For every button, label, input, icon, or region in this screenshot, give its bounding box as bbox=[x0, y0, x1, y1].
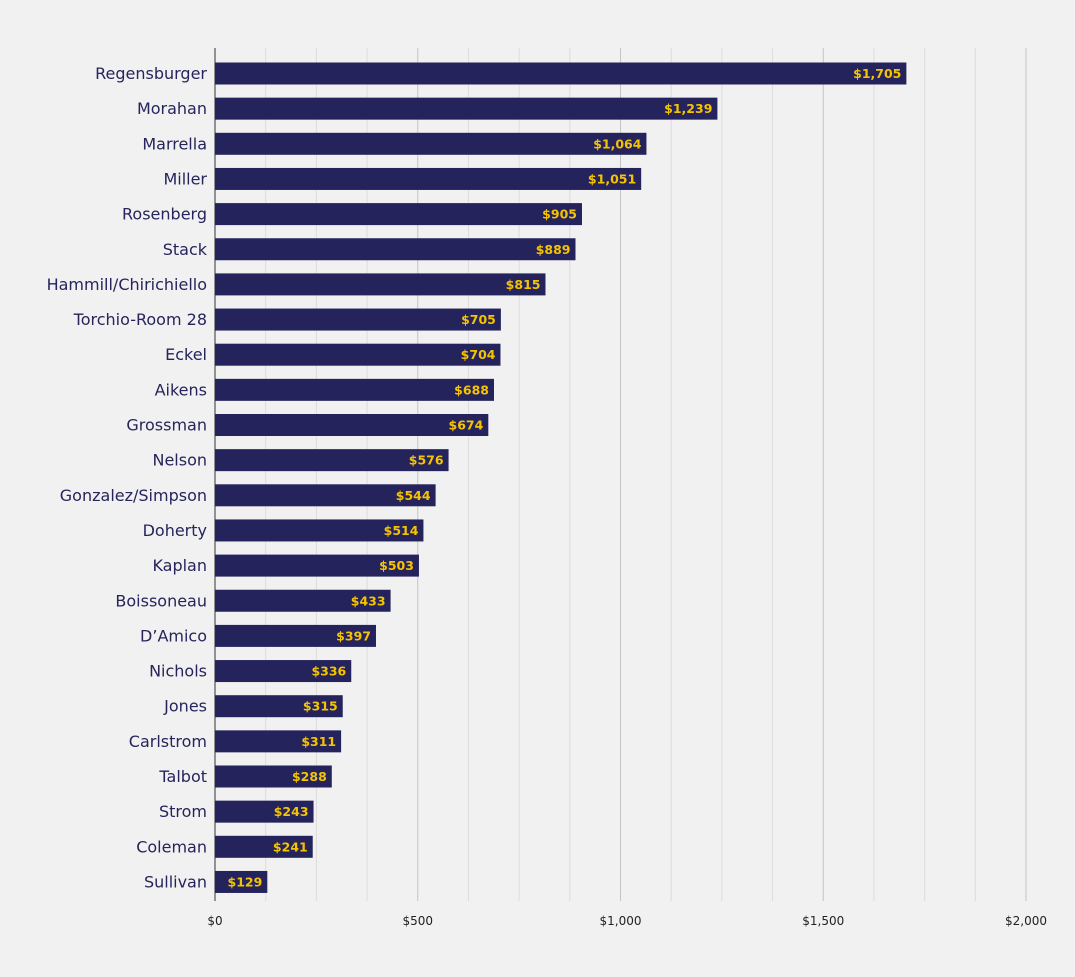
category-label: Nichols bbox=[149, 662, 207, 681]
x-tick-label: $1,000 bbox=[600, 914, 642, 928]
bar-value-label: $544 bbox=[396, 488, 431, 503]
x-tick-label: $1,500 bbox=[802, 914, 844, 928]
bar bbox=[215, 554, 419, 577]
bar-value-label: $674 bbox=[449, 418, 484, 433]
x-tick-label: $500 bbox=[402, 914, 433, 928]
bar bbox=[215, 378, 494, 401]
bar bbox=[215, 132, 647, 155]
bar-value-label: $397 bbox=[336, 628, 371, 643]
bar-value-label: $288 bbox=[292, 769, 327, 784]
bar-value-label: $704 bbox=[461, 347, 496, 362]
bar-value-label: $688 bbox=[454, 382, 489, 397]
category-label: Sullivan bbox=[144, 872, 207, 891]
category-label: Rosenberg bbox=[122, 205, 207, 224]
bar-value-label: $815 bbox=[506, 277, 541, 292]
bar-value-label: $336 bbox=[311, 664, 346, 679]
bar bbox=[215, 730, 342, 753]
bar-value-label: $243 bbox=[274, 804, 309, 819]
category-label: Nelson bbox=[152, 451, 207, 470]
bar bbox=[215, 765, 332, 788]
category-label: Doherty bbox=[143, 521, 207, 540]
category-label: Aikens bbox=[155, 380, 207, 399]
category-label: Boissoneau bbox=[115, 591, 207, 610]
bar-value-label: $241 bbox=[273, 839, 308, 854]
category-label: D’Amico bbox=[140, 626, 207, 645]
bar-value-label: $1,051 bbox=[588, 171, 636, 186]
bar bbox=[215, 167, 642, 190]
bar-value-label: $889 bbox=[536, 242, 571, 257]
category-label: Grossman bbox=[126, 416, 207, 435]
bar-value-label: $514 bbox=[384, 523, 419, 538]
bar-value-label: $503 bbox=[379, 558, 414, 573]
category-label: Morahan bbox=[137, 99, 207, 118]
bar bbox=[215, 695, 343, 718]
bar-value-label: $576 bbox=[409, 453, 444, 468]
bar bbox=[215, 97, 718, 120]
bar-value-label: $705 bbox=[461, 312, 496, 327]
bar bbox=[215, 238, 576, 261]
bar-value-label: $315 bbox=[303, 699, 338, 714]
bar-value-label: $129 bbox=[228, 874, 263, 889]
bar bbox=[215, 835, 313, 858]
category-label: Miller bbox=[163, 169, 207, 188]
bar bbox=[215, 660, 352, 683]
bar bbox=[215, 800, 314, 823]
category-label: Torchio-Room 28 bbox=[73, 310, 207, 329]
bar bbox=[215, 308, 501, 331]
x-tick-label: $2,000 bbox=[1005, 914, 1047, 928]
bar-value-label: $1,239 bbox=[664, 101, 712, 116]
bar bbox=[215, 519, 424, 542]
bar-value-label: $905 bbox=[542, 207, 577, 222]
bar bbox=[215, 870, 268, 893]
x-tick-label: $0 bbox=[207, 914, 222, 928]
bar bbox=[215, 624, 376, 647]
category-label: Stack bbox=[163, 240, 208, 259]
bar bbox=[215, 203, 582, 226]
category-label: Eckel bbox=[165, 345, 207, 364]
category-label: Jones bbox=[163, 697, 207, 716]
bar bbox=[215, 414, 489, 436]
category-label: Marrella bbox=[142, 134, 207, 153]
category-label: Talbot bbox=[158, 767, 207, 786]
bar-value-label: $1,064 bbox=[593, 136, 642, 151]
category-label: Strom bbox=[159, 802, 207, 821]
category-label: Hammill/Chirichiello bbox=[47, 275, 207, 294]
bar-value-label: $433 bbox=[351, 593, 386, 608]
bar bbox=[215, 484, 436, 507]
bar-value-label: $1,705 bbox=[853, 66, 901, 81]
category-label: Kaplan bbox=[152, 556, 207, 575]
bar bbox=[215, 62, 907, 85]
bar bbox=[215, 589, 391, 612]
category-label: Regensburger bbox=[95, 64, 207, 83]
category-label: Coleman bbox=[136, 837, 207, 856]
bar bbox=[215, 343, 501, 366]
category-label: Gonzalez/Simpson bbox=[60, 486, 207, 505]
category-label: Carlstrom bbox=[129, 732, 207, 751]
bar bbox=[215, 449, 449, 472]
bar bbox=[215, 273, 546, 296]
bar-value-label: $311 bbox=[301, 734, 336, 749]
